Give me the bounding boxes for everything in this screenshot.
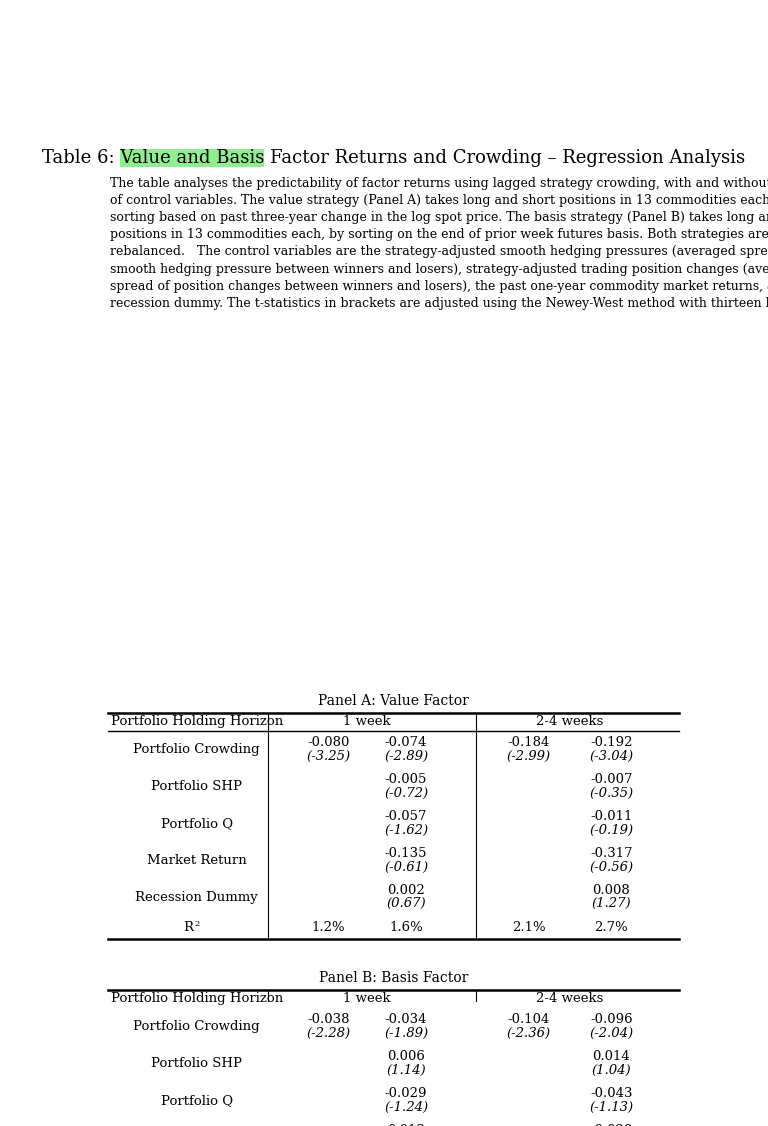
Text: -0.029: -0.029 bbox=[590, 1124, 633, 1126]
Text: -0.038: -0.038 bbox=[307, 1013, 349, 1026]
Text: 0.002: 0.002 bbox=[387, 884, 425, 896]
Text: (-0.35): (-0.35) bbox=[589, 787, 634, 799]
Text: (1.14): (1.14) bbox=[386, 1064, 425, 1076]
Text: Portfolio Crowding: Portfolio Crowding bbox=[134, 1020, 260, 1034]
Text: Portfolio SHP: Portfolio SHP bbox=[151, 1057, 242, 1070]
Text: -0.057: -0.057 bbox=[385, 810, 427, 823]
Text: -0.096: -0.096 bbox=[590, 1013, 633, 1026]
Text: Panel A: Value Factor: Panel A: Value Factor bbox=[318, 694, 469, 708]
Text: 1 week: 1 week bbox=[343, 992, 391, 1006]
Text: -0.034: -0.034 bbox=[385, 1013, 427, 1026]
Text: (-2.04): (-2.04) bbox=[589, 1027, 634, 1039]
Text: Recession Dummy: Recession Dummy bbox=[135, 891, 258, 904]
Text: 2: 2 bbox=[194, 920, 200, 928]
Text: (-0.56): (-0.56) bbox=[589, 860, 634, 874]
Text: 0.013: 0.013 bbox=[387, 1124, 425, 1126]
Text: R: R bbox=[184, 921, 194, 933]
Text: 0.008: 0.008 bbox=[592, 884, 631, 896]
Text: -0.104: -0.104 bbox=[507, 1013, 550, 1026]
Text: -0.135: -0.135 bbox=[385, 847, 427, 859]
Text: Portfolio SHP: Portfolio SHP bbox=[151, 780, 242, 793]
Text: -0.011: -0.011 bbox=[590, 810, 633, 823]
Text: (-3.25): (-3.25) bbox=[306, 750, 350, 762]
Text: (0.67): (0.67) bbox=[386, 897, 425, 911]
Text: (-2.89): (-2.89) bbox=[384, 750, 428, 762]
Text: (-3.04): (-3.04) bbox=[589, 750, 634, 762]
Text: 2-4 weeks: 2-4 weeks bbox=[536, 992, 604, 1006]
Text: (-2.99): (-2.99) bbox=[506, 750, 551, 762]
Text: -0.074: -0.074 bbox=[385, 735, 427, 749]
Text: -0.317: -0.317 bbox=[590, 847, 633, 859]
Text: (-0.19): (-0.19) bbox=[589, 823, 634, 837]
Text: 2-4 weeks: 2-4 weeks bbox=[536, 715, 604, 727]
Text: Panel B: Basis Factor: Panel B: Basis Factor bbox=[319, 972, 468, 985]
Text: Portfolio Holding Horizon: Portfolio Holding Horizon bbox=[111, 992, 283, 1006]
Text: (-1.24): (-1.24) bbox=[384, 1101, 428, 1114]
Text: (-2.36): (-2.36) bbox=[506, 1027, 551, 1039]
Text: 1.2%: 1.2% bbox=[312, 921, 346, 933]
Text: (-1.13): (-1.13) bbox=[589, 1101, 634, 1114]
Text: Portfolio Crowding: Portfolio Crowding bbox=[134, 743, 260, 756]
Text: (-2.28): (-2.28) bbox=[306, 1027, 350, 1039]
Text: (-1.62): (-1.62) bbox=[384, 823, 428, 837]
Text: -0.184: -0.184 bbox=[507, 735, 550, 749]
Text: Portfolio Holding Horizon: Portfolio Holding Horizon bbox=[111, 715, 283, 727]
Text: (1.04): (1.04) bbox=[591, 1064, 631, 1076]
Text: 0.006: 0.006 bbox=[387, 1049, 425, 1063]
Text: 0.014: 0.014 bbox=[592, 1049, 631, 1063]
Text: 1 week: 1 week bbox=[343, 715, 391, 727]
Text: Market Return: Market Return bbox=[147, 854, 247, 867]
Text: Portfolio Q: Portfolio Q bbox=[161, 817, 233, 830]
Text: (-0.61): (-0.61) bbox=[384, 860, 428, 874]
Text: -0.192: -0.192 bbox=[590, 735, 633, 749]
Text: -0.007: -0.007 bbox=[590, 772, 633, 786]
Text: The table analyses the predictability of factor returns using lagged strategy cr: The table analyses the predictability of… bbox=[110, 177, 768, 310]
Text: (-0.72): (-0.72) bbox=[384, 787, 428, 799]
Text: (-1.89): (-1.89) bbox=[384, 1027, 428, 1039]
Text: -0.080: -0.080 bbox=[307, 735, 349, 749]
Text: Table 6: Value and Basis Factor Returns and Crowding – Regression Analysis: Table 6: Value and Basis Factor Returns … bbox=[42, 149, 745, 167]
Text: -0.005: -0.005 bbox=[385, 772, 427, 786]
Text: (1.27): (1.27) bbox=[591, 897, 631, 911]
Bar bbox=[121, 149, 264, 167]
Text: 2.1%: 2.1% bbox=[511, 921, 545, 933]
Text: 1.6%: 1.6% bbox=[389, 921, 423, 933]
Text: 2.7%: 2.7% bbox=[594, 921, 628, 933]
Text: -0.043: -0.043 bbox=[590, 1087, 633, 1100]
Text: Portfolio Q: Portfolio Q bbox=[161, 1094, 233, 1107]
Text: -0.029: -0.029 bbox=[385, 1087, 427, 1100]
